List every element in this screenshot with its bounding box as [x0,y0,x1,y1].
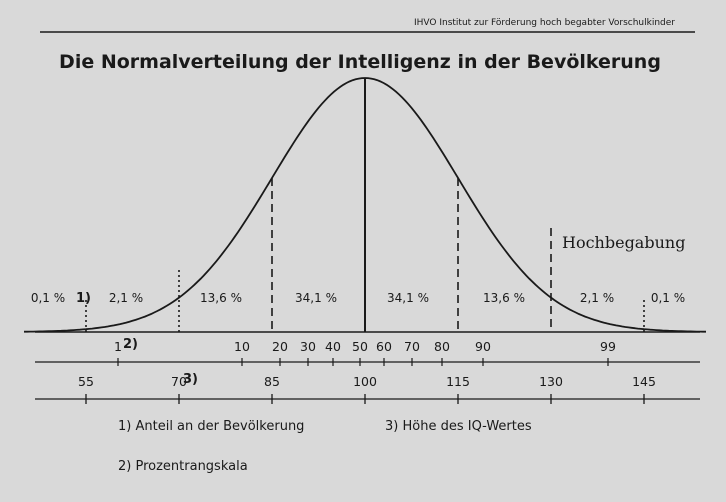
band-label: 0,1 % [651,291,685,305]
percentile-tick-label: 60 [376,339,392,354]
iq-tick-label: 55 [78,374,94,389]
percentile-tick-label: 80 [434,339,450,354]
percentile-tick-label: 10 [234,339,250,354]
band-label: 2,1 % [109,291,143,305]
iq-tick-label: 115 [446,374,470,389]
iq-tick-label: 130 [539,374,563,389]
band-label: 34,1 % [387,291,429,305]
legend-item-1: 1) Anteil an der Bevölkerung [118,419,304,434]
page-title: Die Normalverteilung der Intelligenz in … [59,51,661,73]
iq-tick-label: 85 [264,374,280,389]
percentile-tick-label: 50 [352,339,368,354]
percentile-tick-label: 40 [325,339,341,354]
band-label: 0,1 % [31,291,65,305]
band-label: 13,6 % [200,291,242,305]
percentile-tick-label: 1 [114,339,122,354]
institute-header: IHVO Institut zur Förderung hoch begabte… [414,18,675,28]
percentile-scale: 1 10 20 30 40 50 60 70 80 90 99 [35,339,700,366]
marker-2: 2) [123,337,138,352]
percentile-tick-label: 30 [300,339,316,354]
legend-item-3: 3) Höhe des IQ-Wertes [385,419,532,434]
iq-tick-label: 100 [353,374,377,389]
band-label: 2,1 % [580,291,614,305]
band-label: 34,1 % [295,291,337,305]
iq-tick-label: 70 [171,374,187,389]
legend-item-2: 2) Prozentrangskala [118,459,248,474]
percentile-tick-label: 20 [272,339,288,354]
percentile-tick-label: 99 [600,339,616,354]
marker-3: 3) [183,372,198,387]
band-labels: 0,1 % 2,1 % 13,6 % 34,1 % 34,1 % 13,6 % 2,1 % 0… [31,291,685,305]
marker-1: 1) [76,291,91,306]
hochbegabung-label: Hochbegabung [562,233,685,252]
percentile-tick-label: 70 [404,339,420,354]
iq-tick-label: 145 [632,374,656,389]
band-label: 13,6 % [483,291,525,305]
curve-group [24,77,706,333]
percentile-tick-label: 90 [475,339,491,354]
iq-scale: 55 70 85 100 115 130 145 [35,374,700,404]
